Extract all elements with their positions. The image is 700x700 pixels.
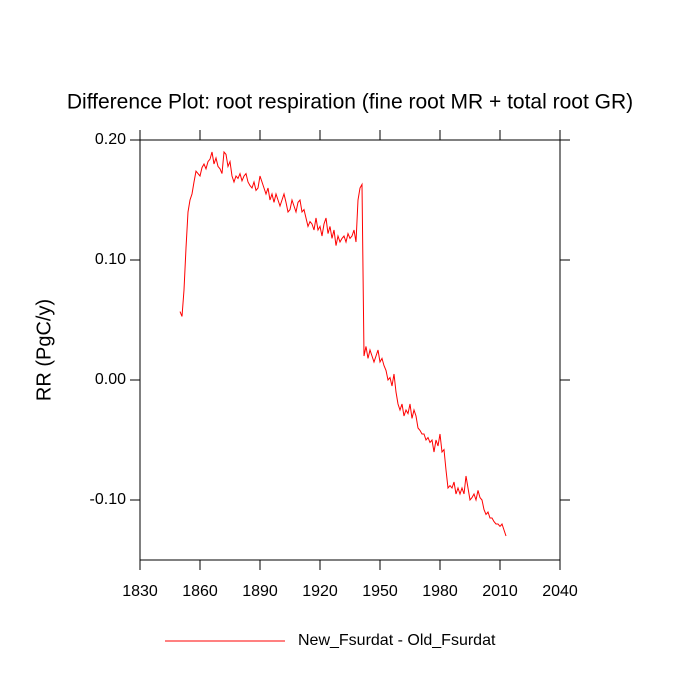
plot-frame <box>139 139 561 561</box>
y-tick-label: -0.10 <box>90 491 127 508</box>
legend-label: New_Fsurdat - Old_Fsurdat <box>298 632 496 649</box>
x-tick-label: 1830 <box>122 583 158 600</box>
y-tick-label: 0.00 <box>95 371 126 388</box>
x-tick-label: 2010 <box>482 583 518 600</box>
x-tick-label: 2040 <box>542 583 578 600</box>
y-tick-label: 0.20 <box>95 131 126 148</box>
x-tick-label: 1950 <box>362 583 398 600</box>
y-axis-label: RR (PgC/y) <box>33 299 55 401</box>
chart-title: Difference Plot: root respiration (fine … <box>67 91 633 114</box>
y-tick-label: 0.10 <box>95 251 126 268</box>
x-tick-label: 1860 <box>182 583 218 600</box>
x-tick-label: 1890 <box>242 583 278 600</box>
data-line <box>179 150 507 537</box>
x-tick-label: 1980 <box>422 583 458 600</box>
x-tick-label: 1920 <box>302 583 338 600</box>
